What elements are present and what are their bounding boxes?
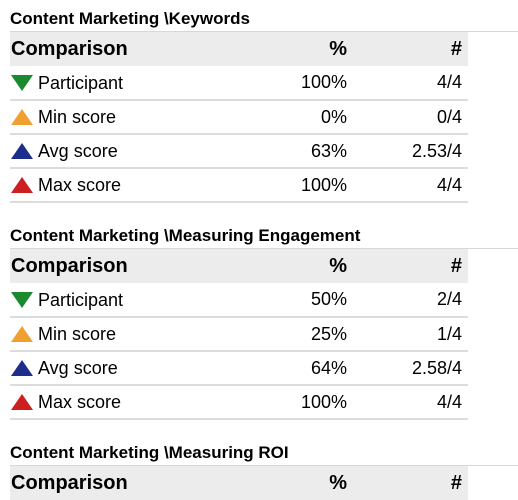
participant-down-triangle-icon bbox=[10, 74, 34, 92]
max-up-triangle-icon bbox=[10, 176, 34, 194]
row-percent: 63% bbox=[220, 134, 352, 169]
table-row: Participant 50% 2/4 bbox=[10, 283, 468, 318]
row-label: Min score bbox=[38, 106, 117, 127]
comparison-header: Comparison bbox=[11, 471, 128, 494]
table-row: Min score 0% 0/4 bbox=[10, 100, 468, 135]
row-percent: 0% bbox=[220, 100, 352, 135]
row-count: 2/4 bbox=[352, 283, 468, 318]
min-up-triangle-icon bbox=[10, 325, 34, 343]
table-header-row: Comparison % # bbox=[10, 466, 468, 500]
section-title: Content Marketing \Measuring ROI bbox=[10, 443, 518, 466]
count-header: # bbox=[450, 37, 462, 60]
table-row: Max score 100% 4/4 bbox=[10, 168, 468, 203]
max-up-triangle-icon bbox=[10, 393, 34, 411]
row-count: 4/4 bbox=[352, 385, 468, 420]
table-row: Participant 100% 4/4 bbox=[10, 66, 468, 101]
row-label: Participant bbox=[38, 72, 124, 93]
table-row: Max score 100% 4/4 bbox=[10, 385, 468, 420]
participant-down-triangle-icon bbox=[10, 291, 34, 309]
row-count: 4/4 bbox=[352, 66, 468, 101]
row-percent: 100% bbox=[220, 66, 352, 101]
row-label: Max score bbox=[38, 391, 122, 412]
comparison-header: Comparison bbox=[11, 254, 128, 277]
table-row: Avg score 64% 2.58/4 bbox=[10, 351, 468, 386]
row-label: Avg score bbox=[38, 357, 118, 378]
comparison-table: Comparison % # Participant 50% 2/4 Min s… bbox=[10, 249, 468, 420]
row-percent: 50% bbox=[220, 283, 352, 318]
percent-header: % bbox=[329, 471, 347, 494]
row-percent: 100% bbox=[220, 385, 352, 420]
row-count: 1/4 bbox=[352, 317, 468, 352]
row-percent: 100% bbox=[220, 168, 352, 203]
row-count: 4/4 bbox=[352, 168, 468, 203]
avg-up-triangle-icon bbox=[10, 359, 34, 377]
comparison-table: Comparison % # Participant 100% 4/4 Min … bbox=[10, 32, 468, 203]
section-measuring-engagement: Content Marketing \Measuring Engagement … bbox=[10, 226, 518, 420]
comparison-table: Comparison % # bbox=[10, 466, 468, 500]
min-up-triangle-icon bbox=[10, 108, 34, 126]
percent-header: % bbox=[329, 37, 347, 60]
row-percent: 25% bbox=[220, 317, 352, 352]
row-count: 2.53/4 bbox=[352, 134, 468, 169]
section-title: Content Marketing \Measuring Engagement bbox=[10, 226, 518, 249]
section-title: Content Marketing \Keywords bbox=[10, 9, 518, 32]
table-header-row: Comparison % # bbox=[10, 32, 468, 66]
row-label: Participant bbox=[38, 289, 124, 310]
comparison-header: Comparison bbox=[11, 37, 128, 60]
row-label: Max score bbox=[38, 174, 122, 195]
count-header: # bbox=[450, 471, 462, 494]
row-percent: 64% bbox=[220, 351, 352, 386]
count-header: # bbox=[450, 254, 462, 277]
table-header-row: Comparison % # bbox=[10, 249, 468, 283]
row-count: 0/4 bbox=[352, 100, 468, 135]
percent-header: % bbox=[329, 254, 347, 277]
section-keywords: Content Marketing \Keywords Comparison %… bbox=[10, 9, 518, 203]
row-count: 2.58/4 bbox=[352, 351, 468, 386]
avg-up-triangle-icon bbox=[10, 142, 34, 160]
table-row: Min score 25% 1/4 bbox=[10, 317, 468, 352]
row-label: Avg score bbox=[38, 140, 118, 161]
section-measuring-roi: Content Marketing \Measuring ROI Compari… bbox=[10, 443, 518, 500]
table-row: Avg score 63% 2.53/4 bbox=[10, 134, 468, 169]
row-label: Min score bbox=[38, 323, 117, 344]
